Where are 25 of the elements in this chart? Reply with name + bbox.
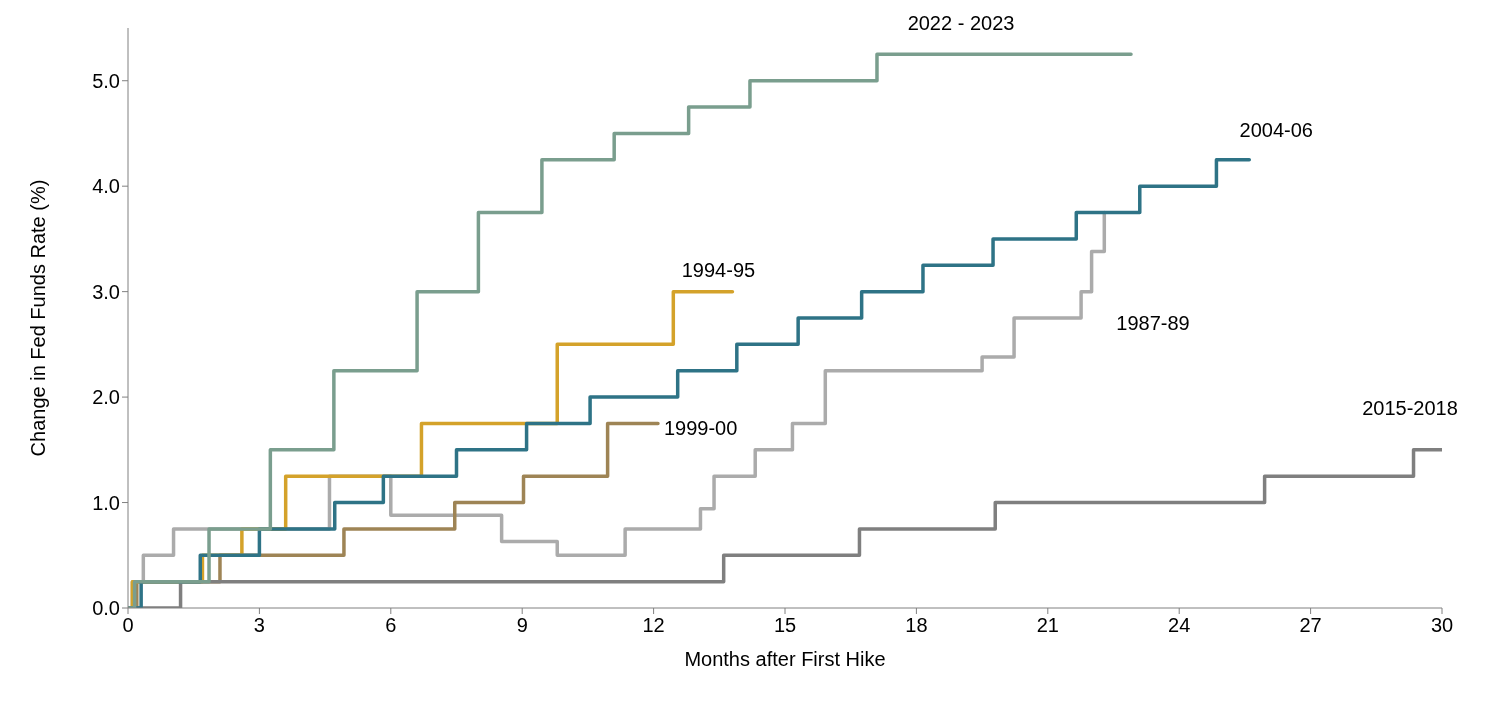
series-label: 1994-95 [681, 258, 756, 281]
y-tick-label: 3.0 [92, 280, 120, 303]
x-tick-label: 0 [122, 614, 134, 636]
x-tick-label: 3 [253, 614, 265, 636]
x-axis-title: Months after First Hike [684, 648, 886, 670]
x-tick-label: 21 [1036, 614, 1059, 636]
series-label: 2015-2018 [1362, 397, 1458, 420]
series-label: 2022 - 2023 [907, 11, 1015, 34]
y-tick-label: 5.0 [92, 69, 120, 92]
series-label: 2004-06 [1239, 119, 1313, 142]
x-tick-label: 15 [773, 614, 797, 636]
y-tick-label: 1.0 [92, 491, 120, 514]
x-tick-label: 6 [385, 614, 397, 636]
x-tick-label: 27 [1299, 614, 1322, 636]
series-label: 1999-00 [663, 416, 738, 439]
y-tick-label: 0.0 [92, 597, 120, 620]
y-axis-title: Change in Fed Funds Rate (%) [27, 179, 50, 457]
x-tick-label: 24 [1168, 614, 1191, 636]
y-tick-label: 4.0 [92, 175, 120, 198]
series-label: 1987-89 [1116, 311, 1190, 334]
x-tick-label: 12 [642, 614, 665, 636]
y-tick-label: 2.0 [92, 386, 120, 409]
x-tick-label: 18 [905, 614, 928, 636]
x-tick-label: 9 [516, 614, 528, 636]
x-tick-label: 30 [1430, 614, 1454, 636]
